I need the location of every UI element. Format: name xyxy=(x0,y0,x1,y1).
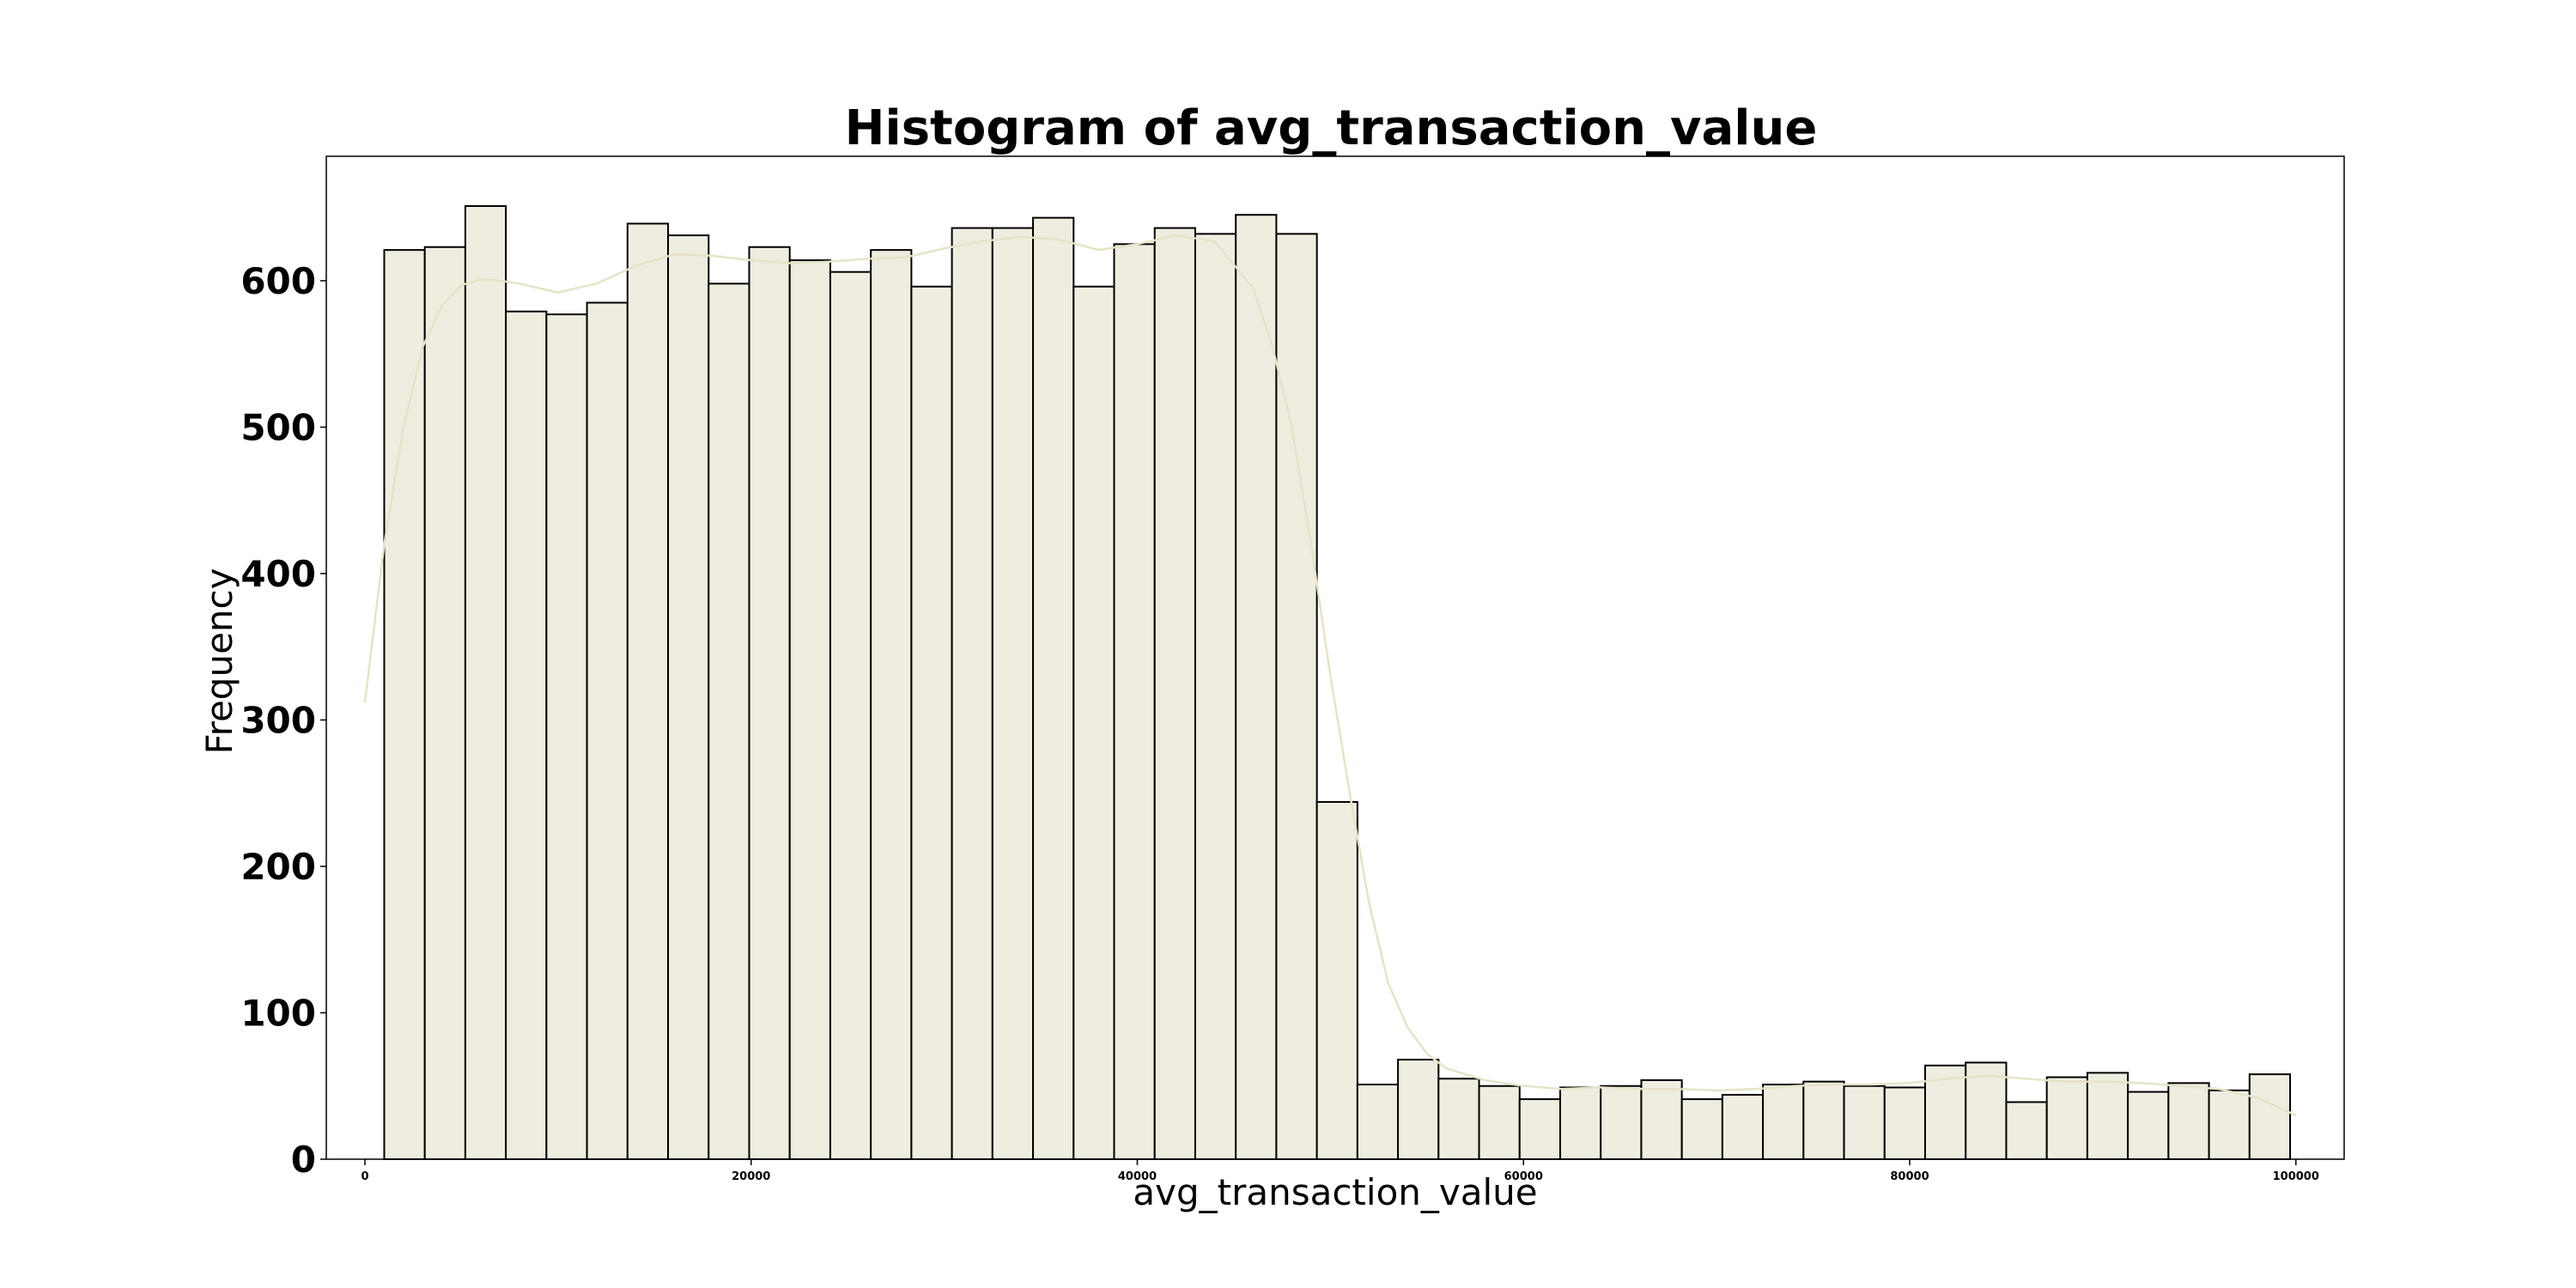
histogram-bar xyxy=(1558,1086,1602,1160)
histogram-bar xyxy=(1275,233,1318,1160)
histogram-bar xyxy=(1600,1084,1643,1160)
y-axis-label: Frequency xyxy=(198,568,240,755)
histogram-bar xyxy=(1721,1093,1765,1161)
x-tick-label: 20000 xyxy=(732,1170,770,1183)
histogram-bar xyxy=(1762,1084,1805,1161)
histogram-bar xyxy=(545,313,588,1161)
x-tick-label: 60000 xyxy=(1504,1170,1543,1183)
histogram-bar xyxy=(2045,1076,2088,1161)
histogram-bar xyxy=(1315,800,1358,1161)
bars-layer xyxy=(383,204,2292,1161)
histogram-bar xyxy=(910,285,953,1160)
histogram-bar xyxy=(1518,1098,1561,1160)
chart-title: Histogram of avg_transaction_value xyxy=(845,100,1818,156)
histogram-bar xyxy=(2005,1101,2048,1160)
histogram-bar xyxy=(991,227,1035,1160)
histogram-bar xyxy=(1802,1080,1845,1160)
histogram-bar xyxy=(1843,1084,1886,1160)
histogram-bar xyxy=(2248,1073,2292,1160)
x-axis-ticks: 0 20000 40000 60000 80000 100000 xyxy=(361,1159,2319,1183)
histogram-bar xyxy=(1113,243,1156,1161)
histogram-bar xyxy=(626,222,670,1160)
histogram-bar xyxy=(748,246,791,1160)
y-tick-label: 200 xyxy=(240,846,316,888)
y-tick-label: 100 xyxy=(240,992,316,1034)
x-tick-label: 40000 xyxy=(1118,1170,1157,1183)
histogram-bar xyxy=(829,270,872,1161)
histogram-bar xyxy=(2167,1082,2210,1161)
histogram-bar xyxy=(1680,1098,1723,1160)
x-tick-label: 100000 xyxy=(2273,1170,2319,1183)
histogram-bar xyxy=(1437,1078,1480,1161)
histogram-bar xyxy=(1883,1086,1927,1160)
histogram-bar xyxy=(1640,1078,1683,1160)
histogram-bar xyxy=(1356,1084,1400,1161)
y-tick-label: 600 xyxy=(240,260,316,302)
histogram-bar xyxy=(2127,1091,2170,1160)
histogram-bar xyxy=(464,204,507,1160)
histogram-bar xyxy=(1153,227,1196,1160)
histogram-bar xyxy=(1965,1061,2008,1160)
histogram-bar xyxy=(1194,233,1237,1160)
histogram-bar xyxy=(505,310,548,1161)
y-axis-ticks: 0 100 200 300 400 500 600 xyxy=(240,260,326,1181)
y-tick-label: 400 xyxy=(240,553,316,595)
plot-frame xyxy=(325,155,2345,1160)
y-tick-label: 500 xyxy=(240,406,316,448)
y-tick-label: 0 xyxy=(291,1139,316,1181)
histogram-bar xyxy=(1478,1084,1521,1160)
histogram-bar xyxy=(1072,285,1115,1160)
x-tick-label: 0 xyxy=(361,1170,368,1183)
histogram-bar xyxy=(2086,1072,2129,1161)
x-axis-label: avg_transaction_value xyxy=(1133,1171,1537,1213)
y-tick-label: 300 xyxy=(240,699,316,741)
x-tick-label: 80000 xyxy=(1890,1170,1929,1183)
histogram-bar xyxy=(383,249,426,1161)
histogram-bar xyxy=(1397,1059,1440,1161)
histogram-bar xyxy=(423,246,466,1160)
histogram-bar xyxy=(1032,216,1075,1160)
histogram-bar xyxy=(1235,214,1278,1161)
histogram-bar xyxy=(951,227,993,1160)
histogram-bar xyxy=(586,301,629,1161)
histogram-bar xyxy=(2208,1089,2251,1161)
kde-line xyxy=(363,234,2297,1116)
histogram-bar xyxy=(788,259,831,1161)
histogram-bar xyxy=(708,283,750,1160)
histogram-bar xyxy=(667,234,710,1160)
histogram-bar xyxy=(870,249,913,1161)
